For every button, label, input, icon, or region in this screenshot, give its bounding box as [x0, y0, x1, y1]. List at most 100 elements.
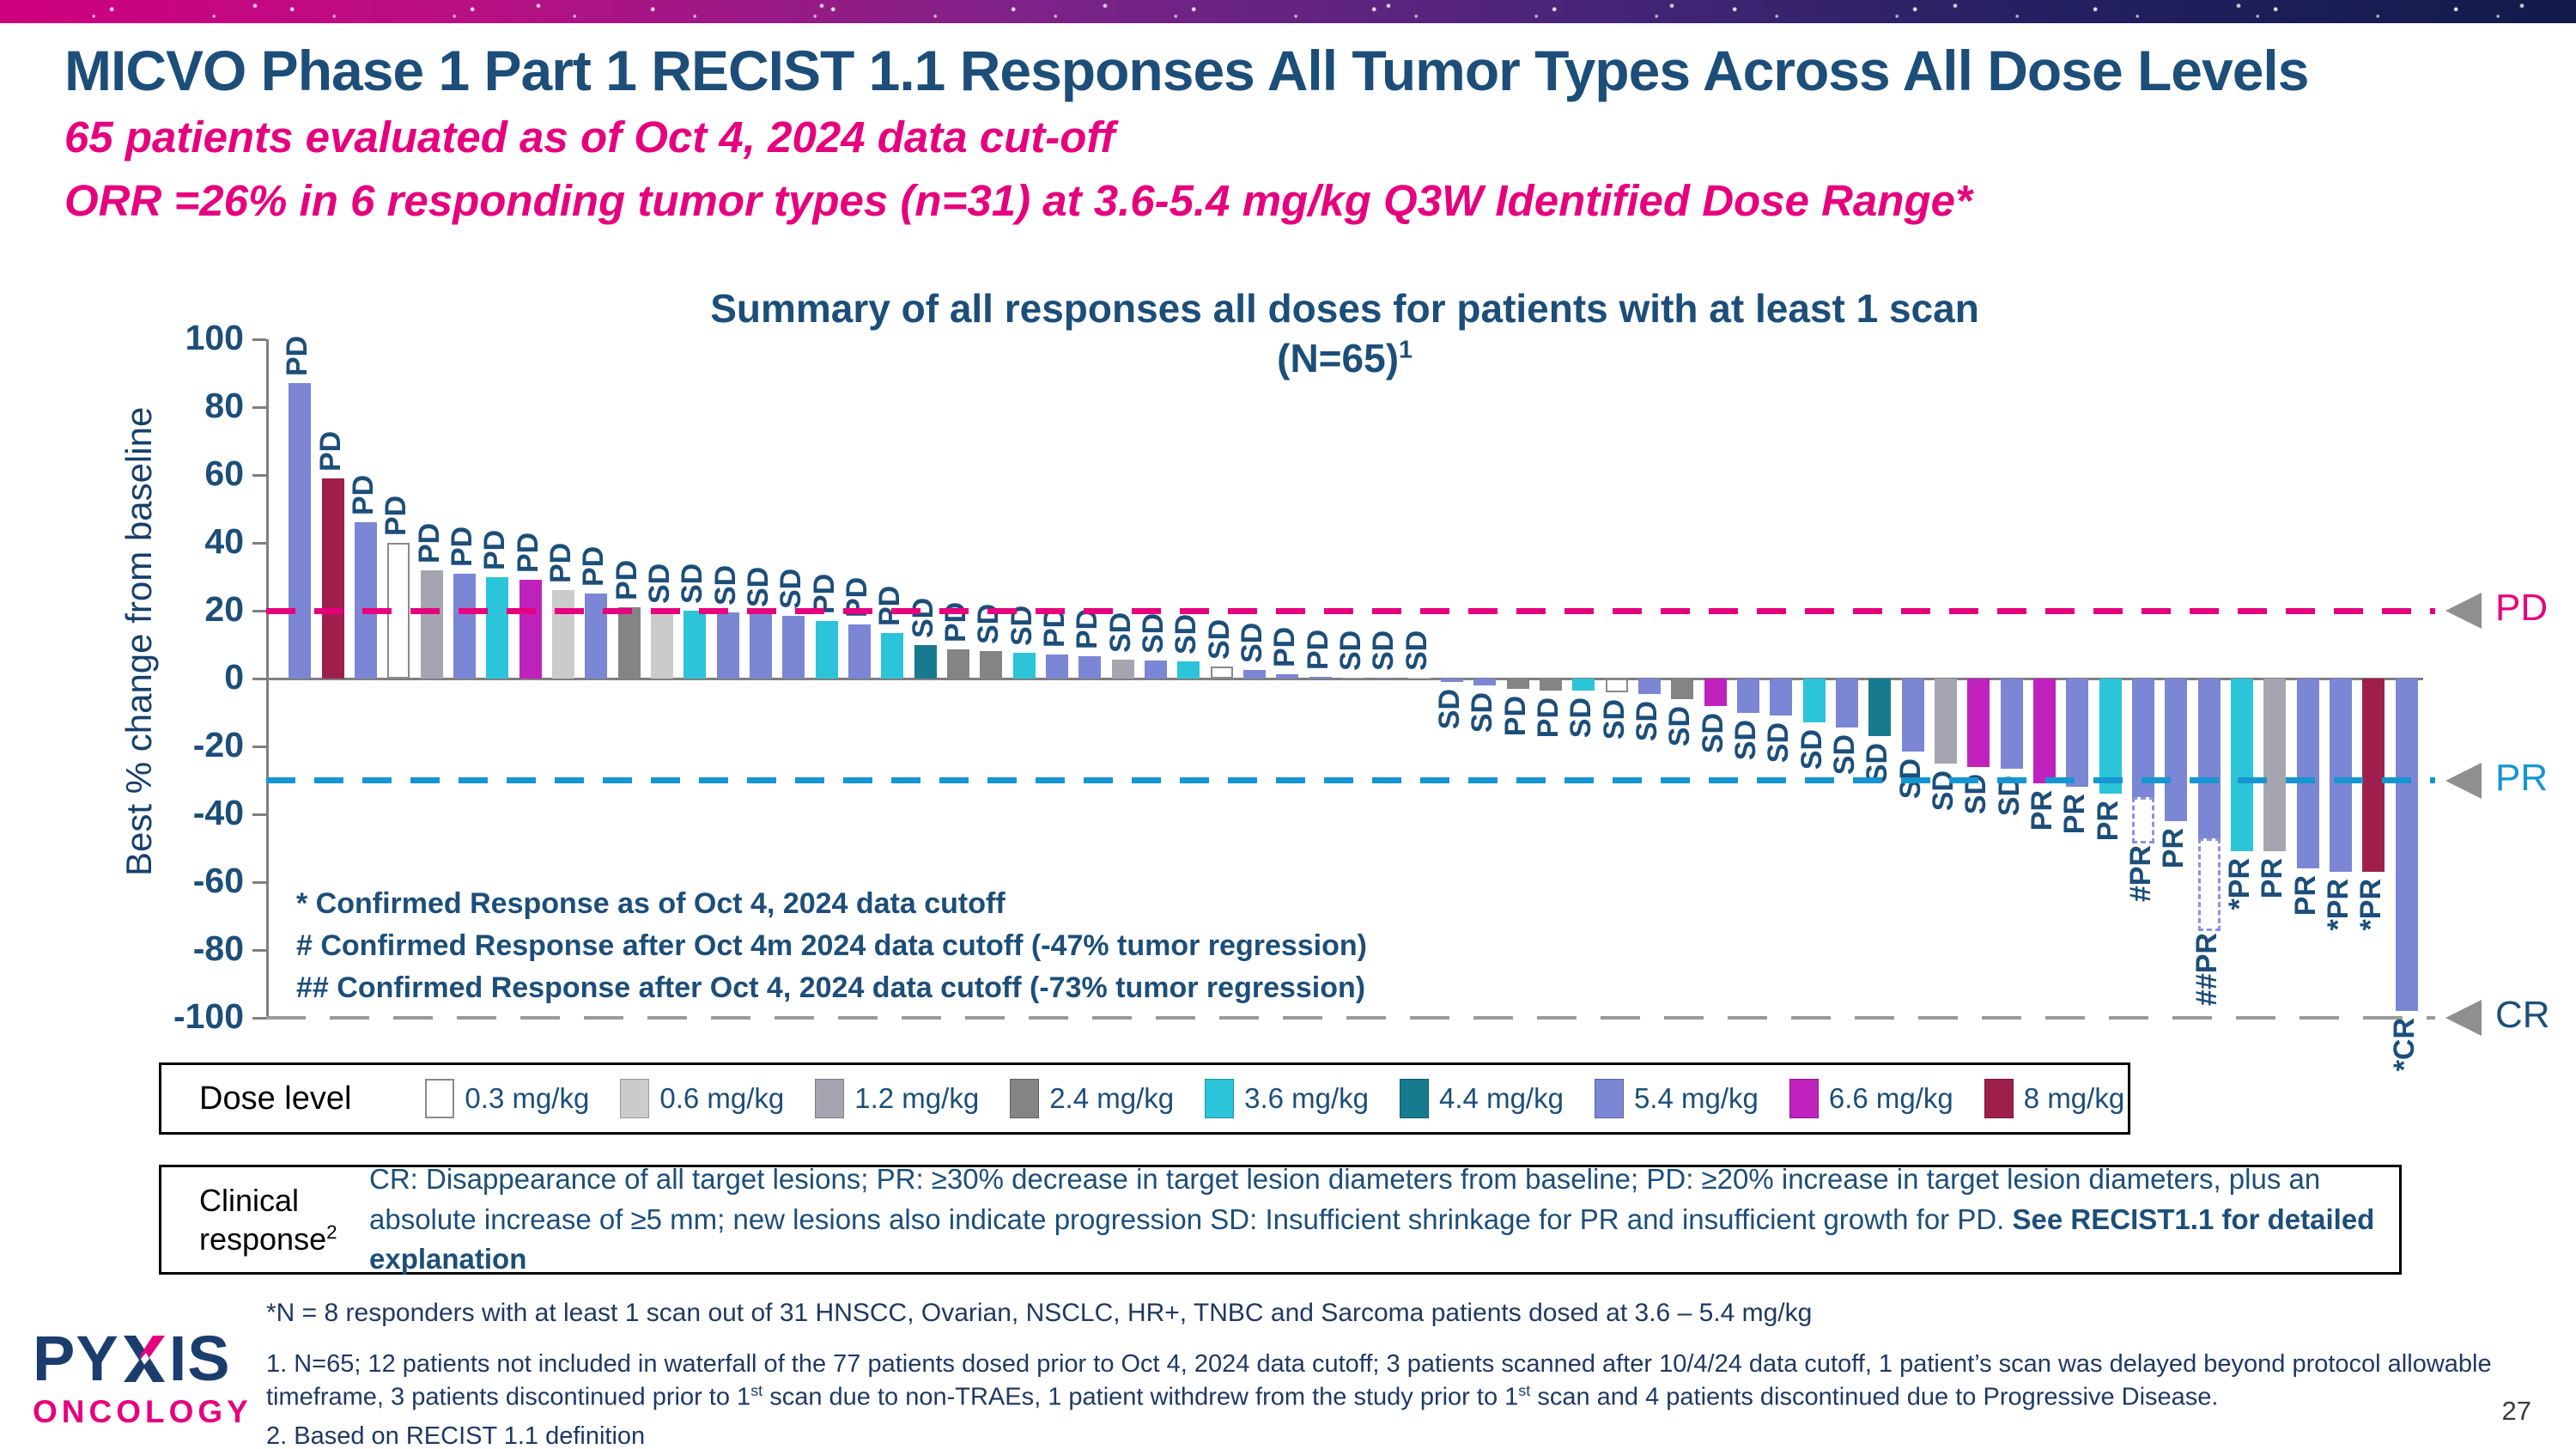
- bar: [2165, 679, 2188, 821]
- bar: [2033, 679, 2057, 784]
- clinical-response-box: Clinical response2 CR: Disappearance of …: [159, 1163, 2402, 1275]
- page-number: 27: [2501, 1396, 2531, 1426]
- legend-item: 1.2 mg/kg: [815, 1079, 979, 1118]
- chart-annotations: * Confirmed Response as of Oct 4, 2024 d…: [296, 883, 1367, 1009]
- chart-title-line2: (N=65)1: [266, 335, 2423, 381]
- bar-response-label: SD: [1795, 729, 1828, 770]
- bar-response-label: PD: [346, 475, 380, 516]
- bar: [1737, 679, 1760, 713]
- bar: [1967, 679, 1990, 767]
- bar-response-label: PD: [281, 336, 314, 377]
- legend-item: 6.6 mg/kg: [1789, 1079, 1953, 1118]
- y-tick-mark: [252, 677, 266, 680]
- bar: [453, 573, 476, 679]
- bar-response-label: SD: [906, 597, 939, 638]
- bar-response-label: SD: [1400, 630, 1433, 672]
- y-tick-mark: [252, 338, 266, 341]
- bar: [1144, 661, 1167, 679]
- footnote-star: *N = 8 responders with at least 1 scan o…: [266, 1299, 1813, 1327]
- legend-label: 0.6 mg/kg: [659, 1082, 785, 1114]
- legend-swatch: [620, 1079, 650, 1118]
- y-tick-label: 40: [204, 521, 244, 561]
- y-tick-label: 0: [224, 657, 244, 697]
- bar: [1605, 679, 1628, 692]
- y-tick-mark: [252, 405, 266, 409]
- bar: [2395, 679, 2418, 1012]
- annotation-line: * Confirmed Response as of Oct 4, 2024 d…: [296, 887, 1005, 920]
- bar-response-label: SD: [1235, 622, 1268, 663]
- bar-response-label: SD: [1663, 705, 1697, 746]
- clinical-response-bold-text: See RECIST1.1 for detailed explanation: [369, 1202, 2375, 1275]
- bar: [289, 383, 312, 679]
- bar-response-label: SD: [1466, 691, 1499, 734]
- bar-response-label: SD: [1367, 630, 1400, 672]
- bar-response-label: PR: [2157, 827, 2190, 869]
- bar-response-label: PD: [412, 522, 446, 563]
- legend-item: 4.4 mg/kg: [1400, 1079, 1564, 1118]
- chart-title-n: (N=65): [1277, 336, 1400, 381]
- legend-swatch: [1789, 1079, 1819, 1118]
- bar-response-label: PD: [511, 533, 544, 574]
- bar: [2263, 679, 2287, 852]
- bar: [321, 478, 344, 679]
- bar: [1901, 679, 1924, 752]
- y-tick-mark: [252, 880, 266, 884]
- bar-response-label: SD: [1564, 697, 1598, 739]
- bar: [1342, 677, 1364, 679]
- legend-label: 3.6 mg/kg: [1244, 1082, 1370, 1114]
- bar-response-label: SD: [1202, 618, 1236, 660]
- reference-arrow-pr: [2445, 762, 2482, 799]
- reference-arrow-pd: [2445, 593, 2482, 629]
- clinical-response-label: Clinical response2: [199, 1183, 337, 1257]
- bar: [1935, 679, 1958, 764]
- logo-subtitle: ONCOLOGY: [33, 1394, 252, 1429]
- bar: [2000, 679, 2023, 769]
- y-tick-label: -80: [192, 928, 244, 968]
- bar-response-label: SD: [1170, 614, 1203, 655]
- bar: [1177, 661, 1200, 679]
- bar: [782, 615, 805, 679]
- legend-label: 1.2 mg/kg: [854, 1082, 980, 1114]
- legend-items: 0.3 mg/kg 0.6 mg/kg 1.2 mg/kg 2.4 mg/kg 3.6 …: [425, 1079, 2124, 1118]
- bar: [749, 613, 772, 679]
- bar: [881, 632, 904, 679]
- logo-wordmark: PY IS: [33, 1323, 231, 1394]
- bar: [1012, 653, 1036, 679]
- slide-title: MICVO Phase 1 Part 1 RECIST 1.1 Response…: [64, 39, 2309, 102]
- chart-title-superscript: 1: [1399, 336, 1413, 364]
- y-tick-label: -40: [192, 793, 244, 832]
- bar: [1441, 679, 1463, 682]
- bar-response-label: PR: [2026, 790, 2059, 831]
- bar-dashed-extension: [2197, 837, 2221, 932]
- legend-swatch: [1984, 1079, 2014, 1118]
- bar-response-label: SD: [708, 564, 742, 606]
- reference-line-cr: [266, 1016, 2435, 1020]
- compass-x-icon: [123, 1336, 165, 1382]
- footnote-1: 1. N=65; 12 patients not included in wat…: [266, 1350, 2492, 1411]
- bar-response-label: PD: [445, 526, 478, 567]
- bar: [1407, 678, 1431, 679]
- legend-item: 2.4 mg/kg: [1010, 1079, 1174, 1118]
- bar-response-label: SD: [1696, 712, 1729, 753]
- bar: [815, 620, 838, 679]
- legend-swatch: [1594, 1079, 1624, 1118]
- legend-item: 0.3 mg/kg: [425, 1079, 589, 1118]
- bar: [1276, 674, 1299, 679]
- bar-response-label: PD: [1532, 697, 1565, 739]
- bar: [1836, 679, 1859, 728]
- bar: [2362, 679, 2385, 873]
- legend-label: 5.4 mg/kg: [1633, 1082, 1759, 1114]
- reference-label-pd: PD: [2495, 587, 2549, 629]
- bar: [1078, 656, 1102, 679]
- bar: [1111, 659, 1134, 679]
- bar-response-label: PR: [2288, 875, 2322, 916]
- pyxis-oncology-logo: PY IS ONCOLOGY: [33, 1327, 252, 1430]
- bar: [1671, 679, 1694, 699]
- legend-swatch: [1010, 1079, 1040, 1118]
- y-tick-mark: [252, 1016, 266, 1020]
- bar-response-label: PD: [313, 430, 347, 472]
- bar: [1045, 654, 1068, 679]
- legend-item: 0.6 mg/kg: [620, 1079, 784, 1118]
